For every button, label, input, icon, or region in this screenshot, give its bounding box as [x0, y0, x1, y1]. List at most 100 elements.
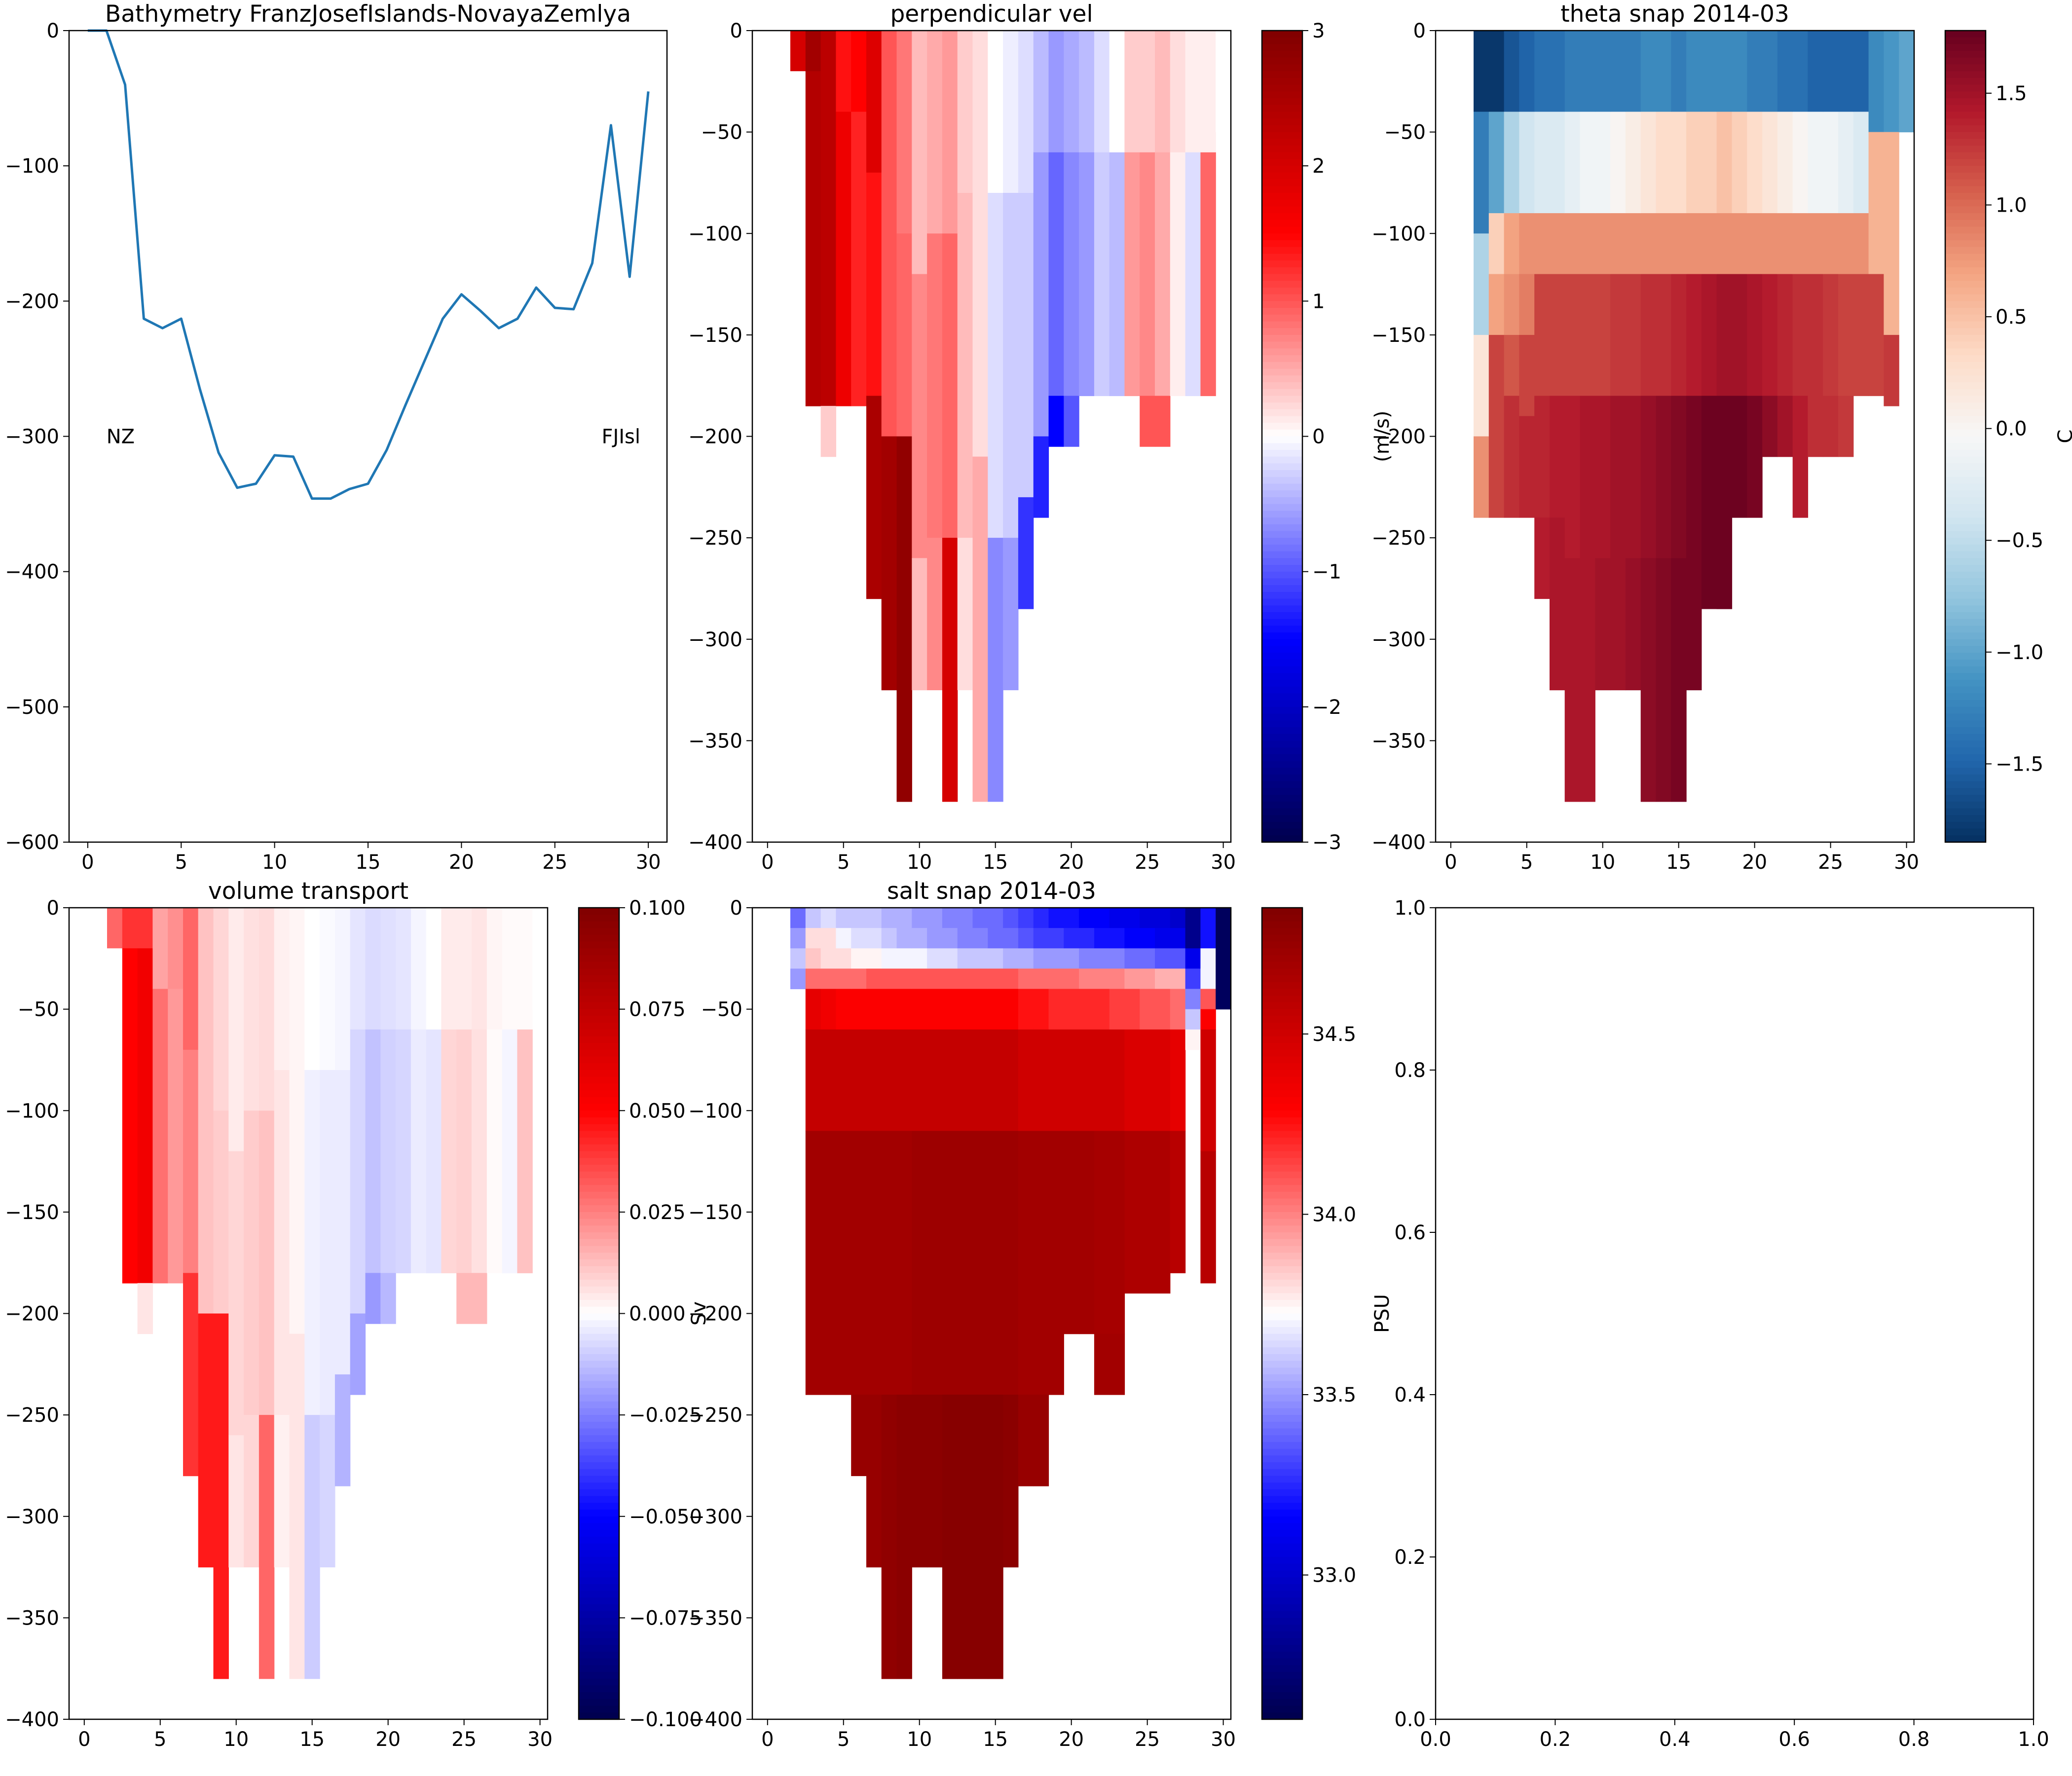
transport-colorbar-swatch [579, 1408, 619, 1415]
salt-cell [1064, 1131, 1079, 1334]
transport-colorbar-swatch [579, 1246, 619, 1253]
salt-ytick-label: 0 [730, 897, 742, 920]
theta-cell [1701, 213, 1717, 275]
theta-colorbar-frame [1944, 30, 1987, 843]
vel-cell [1155, 31, 1171, 153]
theta-cell [1732, 274, 1747, 396]
theta-colorbar-swatch [1945, 592, 1986, 599]
theta-colorbar: 1.5 1.0 0.5 0.0 −0.5 −1.0 −1.5 C [1944, 30, 2072, 843]
salt-colorbar-swatch [1262, 1198, 1302, 1206]
salt-cell [866, 1029, 882, 1131]
vel-colorbar-swatch [1262, 713, 1302, 721]
salt-cell [988, 1029, 1003, 1131]
vel-ytick-label: −50 [701, 121, 742, 144]
salt-cell [1064, 989, 1079, 1030]
salt-cell [988, 908, 1003, 928]
theta-xtick-label: 30 [1894, 851, 1919, 874]
salt-cell [1140, 948, 1155, 969]
theta-colorbar-swatch [1945, 267, 1986, 275]
salt-colorbar-swatch [1262, 1219, 1302, 1226]
empty-xtick-label: 0.2 [1540, 1728, 1571, 1751]
theta-cell [1625, 213, 1641, 275]
theta-colorbar-swatch [1945, 551, 1986, 559]
theta-colorbar-swatch [1945, 193, 1986, 200]
vel-colorbar-swatch [1262, 321, 1302, 329]
salt-colorbar-swatch [1262, 1611, 1302, 1619]
transport-colorbar-swatch [579, 1638, 619, 1646]
theta-cell [1686, 274, 1702, 396]
transport-cell [198, 1090, 214, 1314]
salt-cell [972, 1131, 988, 1395]
salt-cell [1018, 908, 1034, 928]
vel-colorbar-swatch [1262, 436, 1302, 444]
salt-cell [790, 928, 806, 949]
theta-cell [1519, 416, 1535, 518]
salt-cell [957, 908, 973, 928]
bathy-annotation: NZ [107, 426, 135, 448]
transport-ytick-label: −50 [18, 999, 59, 1021]
salt-cell [1003, 989, 1019, 1030]
transport-colorbar-swatch [579, 1476, 619, 1483]
theta-cell [1762, 213, 1778, 275]
salt-cell [1124, 928, 1140, 949]
theta-ytick-label: −100 [1371, 222, 1426, 245]
theta-colorbar-tick-label: 0.5 [1996, 306, 2027, 329]
salt-cell [851, 948, 867, 969]
transport-cell [259, 908, 275, 1111]
theta-colorbar-swatch [1945, 220, 1986, 227]
salt-colorbar-swatch [1262, 1205, 1302, 1213]
vel-colorbar-swatch [1262, 179, 1302, 187]
theta-cell [1777, 396, 1793, 457]
salt-ytick-label: −100 [688, 1100, 742, 1122]
theta-colorbar-swatch [1945, 808, 1986, 815]
salt-cell [1033, 908, 1049, 928]
theta-cell [1747, 31, 1763, 112]
transport-colorbar-swatch [579, 1469, 619, 1477]
transport-cell [396, 908, 411, 1030]
theta-cell [1550, 213, 1565, 275]
theta-colorbar-swatch [1945, 409, 1986, 417]
vel-ytick-label: −200 [688, 426, 742, 448]
salt-cell [942, 948, 958, 969]
salt-cell [851, 968, 867, 990]
vel-cell [1048, 31, 1064, 153]
transport-cell [259, 1110, 275, 1415]
vel-cell [1018, 31, 1034, 193]
transport-colorbar-swatch [579, 1374, 619, 1382]
theta-cell [1838, 31, 1854, 112]
vel-colorbar-swatch [1262, 328, 1302, 335]
theta-cell [1595, 274, 1611, 396]
theta-colorbar-swatch [1945, 605, 1986, 613]
salt-xtick-label: 15 [983, 1728, 1008, 1751]
transport-cell [289, 1090, 305, 1334]
theta-cell [1762, 274, 1778, 396]
salt-colorbar-swatch [1262, 1259, 1302, 1267]
vel-cell [881, 213, 897, 437]
salt-cell [820, 908, 836, 928]
vel-colorbar-swatch [1262, 334, 1302, 342]
theta-colorbar-swatch [1945, 31, 1986, 38]
theta-cell [1686, 558, 1702, 691]
transport-cell [137, 948, 153, 1284]
theta-cell [1899, 31, 1915, 133]
vel-colorbar-swatch [1262, 213, 1302, 221]
vel-cell [957, 31, 973, 193]
theta-cell [1550, 274, 1565, 396]
theta-colorbar-swatch [1945, 639, 1986, 647]
theta-colorbar-swatch [1945, 564, 1986, 572]
salt-colorbar-swatch [1262, 1178, 1302, 1185]
salt-cell [1140, 989, 1155, 1030]
salt-cell [927, 948, 943, 969]
transport-colorbar-swatch [579, 1306, 619, 1314]
transport-colorbar-swatch [579, 1570, 619, 1578]
theta-colorbar-swatch [1945, 815, 1986, 822]
salt-cell [836, 908, 851, 928]
salt-cell [866, 1395, 882, 1568]
vel-colorbar-tick-label: 2 [1312, 155, 1325, 178]
theta-cell [1701, 111, 1717, 214]
transport-colorbar-swatch [579, 1083, 619, 1091]
transport-cell [244, 1110, 259, 1415]
vel-cell [896, 31, 912, 234]
bathy-title: Bathymetry FranzJosefIslands-NovayaZemly… [105, 0, 631, 28]
theta-colorbar-swatch [1945, 152, 1986, 160]
